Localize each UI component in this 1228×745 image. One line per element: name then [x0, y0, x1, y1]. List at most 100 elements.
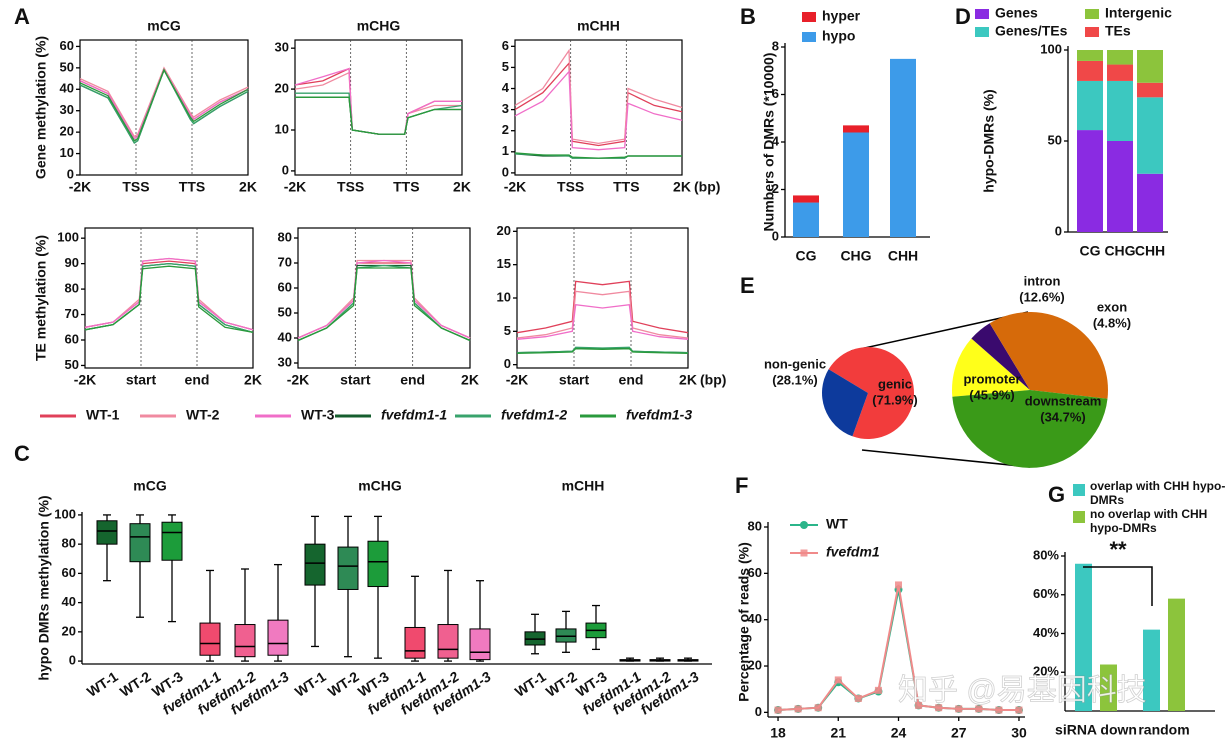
- box: [129, 523, 151, 563]
- legend-label: Genes: [995, 5, 1038, 21]
- x-tick-label: 24: [891, 725, 907, 741]
- bar: [1143, 629, 1160, 711]
- data-point: [915, 701, 923, 709]
- pie-slice: [952, 390, 1108, 468]
- series-line: [516, 280, 689, 334]
- x-tick-label: end: [400, 372, 425, 388]
- y-tick-label: 0: [282, 162, 289, 177]
- y-tick-label: 100: [54, 506, 76, 521]
- box: [234, 624, 256, 658]
- series-line: [84, 257, 254, 331]
- y-tick-label: 80: [62, 536, 76, 551]
- y-tick-label: 50: [65, 357, 79, 372]
- bar: [1077, 50, 1103, 61]
- x-tick-label: start: [340, 372, 371, 388]
- zoom-line: [861, 449, 1031, 468]
- bar: [1107, 80, 1133, 141]
- plot-frame: [294, 39, 463, 176]
- panel-label: D: [955, 4, 971, 29]
- x-axis-unit: (bp): [700, 372, 726, 388]
- y-tick-label: 6: [772, 86, 779, 101]
- bar: [1168, 598, 1185, 711]
- y-tick-label: 40: [60, 81, 74, 96]
- box: [367, 540, 389, 588]
- y-tick-label: 10: [497, 289, 511, 304]
- y-tick-label: 50: [60, 59, 74, 74]
- data-point: [774, 706, 782, 714]
- x-tick-label: CHG: [840, 248, 871, 264]
- bar: [1100, 664, 1117, 711]
- legend-swatch: [975, 27, 989, 37]
- slice-value-label: (71.9%): [872, 392, 918, 407]
- x-tick-label: WT-1: [292, 668, 329, 700]
- y-tick-label: 20%: [1033, 664, 1059, 679]
- slice-value-label: (28.1%): [772, 372, 818, 387]
- y-tick-label: 4: [502, 80, 510, 95]
- y-tick-label: 60: [60, 38, 74, 53]
- y-tick-label: 40: [62, 594, 76, 609]
- x-tick-label: 2K: [239, 179, 257, 195]
- y-tick-label: 80: [278, 229, 292, 244]
- box: [161, 521, 183, 561]
- y-tick-label: 0: [755, 704, 762, 719]
- x-tick-label: -2K: [284, 179, 307, 195]
- data-point: [935, 704, 943, 712]
- plot-frame: [84, 227, 254, 369]
- bar: [1137, 82, 1163, 98]
- x-tick-label: 30: [1011, 725, 1027, 741]
- legend-swatch: [1085, 27, 1099, 37]
- series-line: [516, 348, 689, 354]
- group-title: mCG: [133, 478, 167, 494]
- series-line: [297, 259, 471, 339]
- bar: [1137, 173, 1163, 232]
- y-tick-label: 80%: [1033, 547, 1059, 562]
- x-tick-label: CHH: [888, 248, 918, 264]
- slice-value-label: (45.9%): [969, 387, 1015, 402]
- y-tick-label: 2: [502, 122, 509, 137]
- box: [337, 546, 359, 590]
- x-tick-label: -2K: [287, 372, 310, 388]
- box: [469, 628, 491, 661]
- y-tick-label: 100: [57, 230, 79, 245]
- y-tick-label: 0: [502, 164, 509, 179]
- series-line: [84, 260, 254, 331]
- x-tick-label: WT-1: [512, 668, 549, 700]
- y-tick-label: 20: [275, 81, 289, 96]
- series-line: [514, 48, 683, 145]
- y-tick-label: 60: [748, 565, 762, 580]
- legend-swatch: [1073, 511, 1085, 523]
- series-line: [516, 346, 689, 354]
- slice-value-label: (4.8%): [1093, 315, 1131, 330]
- legend-label: Genes/TEs: [995, 23, 1068, 39]
- pie-slice: [952, 338, 1030, 397]
- panel-label: E: [740, 273, 755, 298]
- y-tick-label: 40%: [1033, 625, 1059, 640]
- data-point: [995, 706, 1003, 714]
- annotation: **: [1109, 537, 1127, 562]
- y-tick-label: 70: [278, 254, 292, 269]
- x-tick-label: CHH: [1135, 243, 1165, 259]
- legend-label: fvefdm1-3: [626, 407, 692, 423]
- panel-label: G: [1048, 482, 1065, 507]
- y-tick-label: 60: [278, 279, 292, 294]
- bar: [1077, 60, 1103, 81]
- series-line: [514, 61, 683, 147]
- y-tick-label: 60: [65, 331, 79, 346]
- slice-value-label: (34.7%): [1040, 409, 1086, 424]
- legend-label: Intergenic: [1105, 5, 1172, 21]
- y-tick-label: 80: [65, 281, 79, 296]
- x-tick-label: 2K: [244, 372, 262, 388]
- data-point: [975, 705, 983, 713]
- y-tick-label: 5: [504, 323, 511, 338]
- plot-frame: [297, 227, 471, 369]
- bar: [793, 202, 819, 237]
- series-line: [79, 68, 249, 144]
- box: [404, 626, 426, 659]
- box: [96, 520, 118, 545]
- legend-marker: [800, 521, 808, 529]
- x-tick-label: CG: [1080, 243, 1101, 259]
- slice-label: downstream: [1025, 393, 1102, 408]
- y-tick-label: 50: [1048, 132, 1062, 147]
- bar: [1077, 80, 1103, 131]
- bar: [843, 132, 869, 237]
